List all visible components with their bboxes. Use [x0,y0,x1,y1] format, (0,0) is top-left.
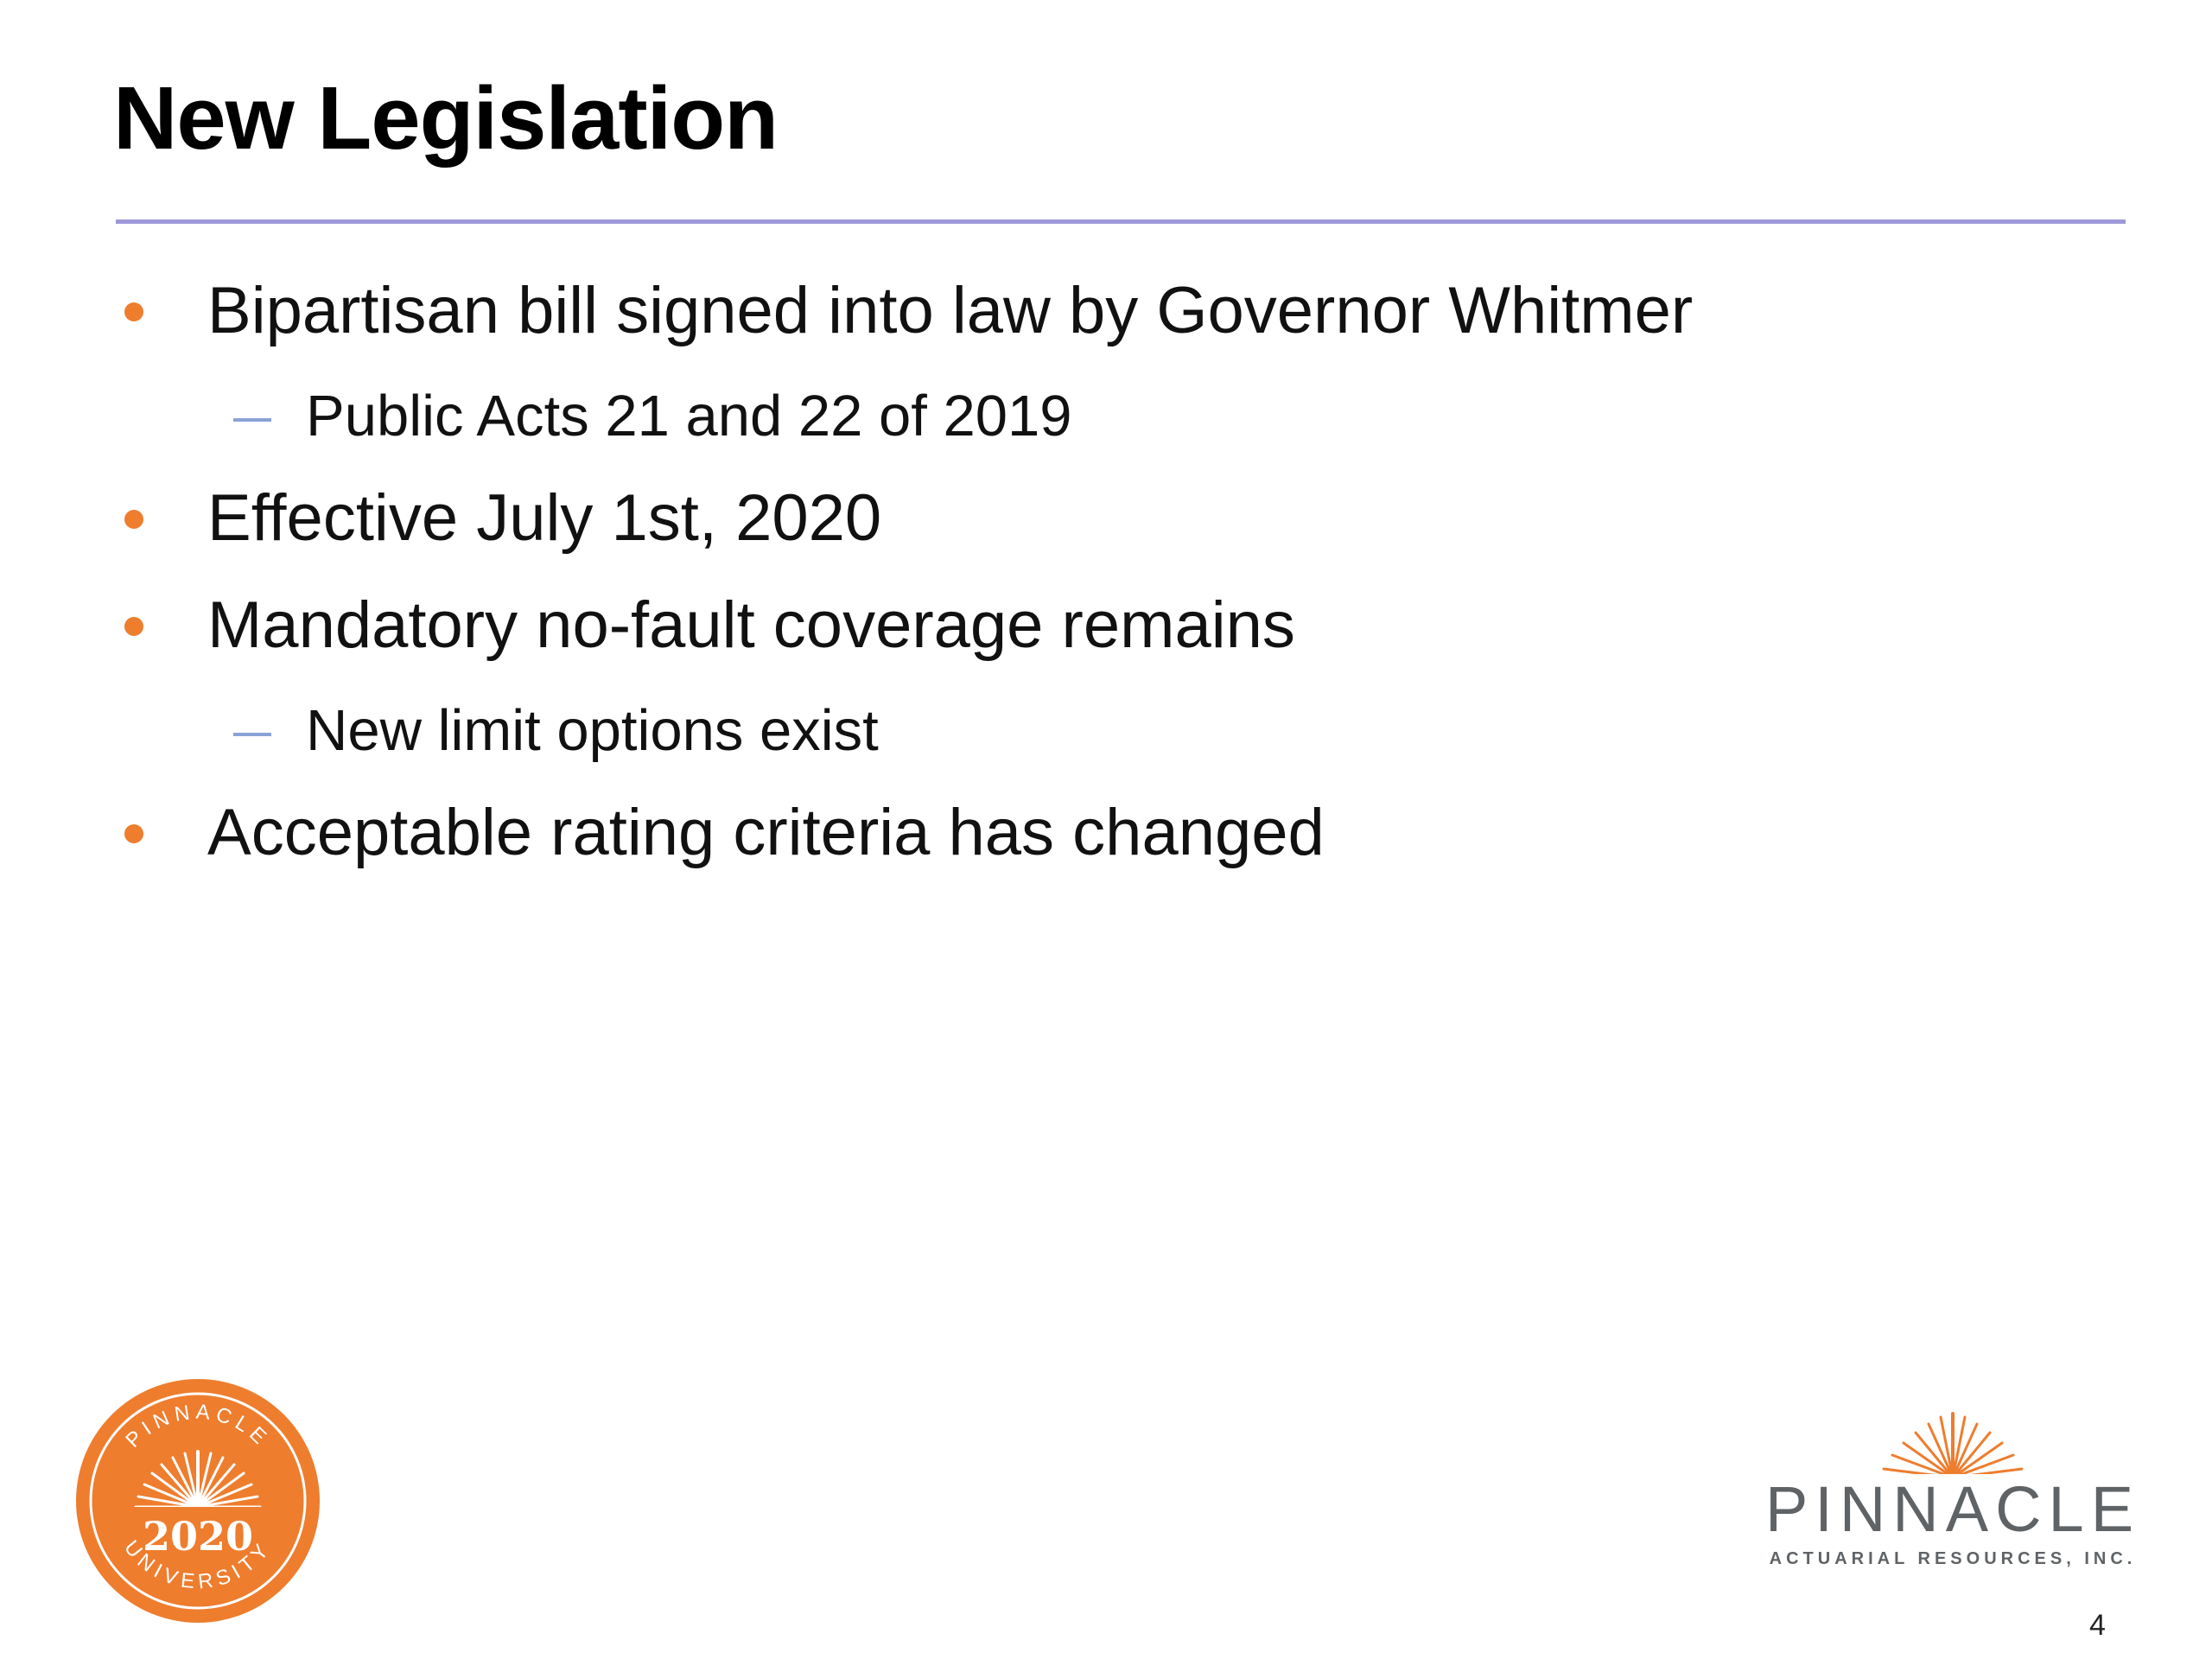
bullet-marker [124,302,143,321]
bullet-list: Bipartisan bill signed into law by Gover… [124,274,1694,869]
bullet-item: Acceptable rating criteria has changed [207,796,1325,869]
sub-bullet-marker [233,733,271,736]
sunburst-icon [134,1450,262,1507]
bullet-marker [124,824,143,843]
bullet-marker [124,617,143,636]
page-number: 4 [2089,1609,2106,1642]
sub-bullet-marker [233,418,271,422]
logo-wordmark: PINNACLE [1765,1473,2140,1545]
bullet-item: Bipartisan bill signed into law by Gover… [207,274,1694,347]
pinnacle-actuarial-logo: PINNACLE ACTUARIAL RESOURCES, INC. [1765,1412,2140,1568]
bullet-item: Effective July 1st, 2020 [207,481,882,555]
logo-sunburst-icon [1882,1412,2024,1479]
sub-bullet-item: Public Acts 21 and 22 of 2019 [306,384,1072,448]
bullet-item: Mandatory no-fault coverage remains [207,588,1295,662]
slide-title: New Legislation [113,68,779,168]
bullet-marker [124,510,143,529]
pinnacle-university-seal: PINNACLE 2020 UNIVERSITY [76,1379,320,1623]
title-divider [116,219,2126,224]
seal-ring [89,1392,307,1610]
seal-year: 2020 [143,1513,253,1560]
sub-bullet-item: New limit options exist [306,698,879,763]
logo-sun-base [1875,1474,2031,1483]
logo-tagline: ACTUARIAL RESOURCES, INC. [1770,1549,2137,1568]
